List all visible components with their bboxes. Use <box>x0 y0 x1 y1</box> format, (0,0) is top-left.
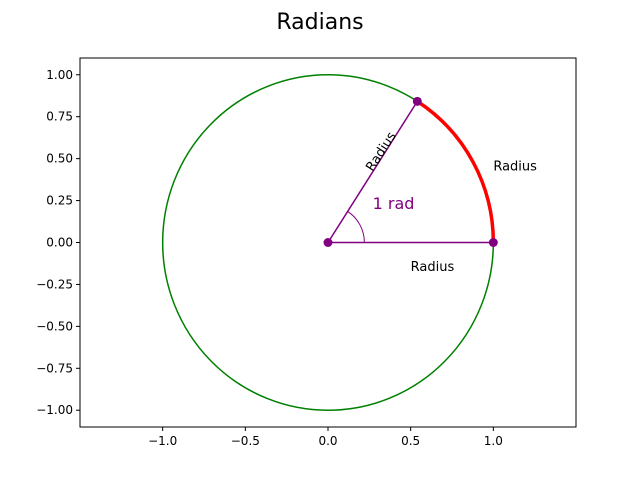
y-tick-label: −1.00 <box>36 403 73 417</box>
y-tick-label: 0.75 <box>46 110 73 124</box>
arc-length-one-radius <box>416 99 496 243</box>
radius-annotation: Radius <box>411 260 455 275</box>
y-tick-label: 0.00 <box>46 236 73 250</box>
chart-title: Radians <box>276 10 363 35</box>
point-3 <box>412 96 422 106</box>
x-tick-label: −1.0 <box>148 434 177 448</box>
y-tick-label: 0.50 <box>46 152 73 166</box>
x-tick-label: 0.0 <box>318 434 337 448</box>
y-tick-label: 0.25 <box>46 194 73 208</box>
x-tick-label: −0.5 <box>231 434 260 448</box>
angle-marker-arc <box>347 211 365 243</box>
point-1 <box>323 238 333 247</box>
y-tick-label: −0.75 <box>36 361 73 375</box>
plot-area: −1.0 −0.5 0.0 0.5 1.0 1.00 0.75 0.50 0.25 0.00 −0.… <box>36 57 577 448</box>
x-tick-label: 1.0 <box>484 434 503 448</box>
y-tick-label: −0.50 <box>36 319 73 333</box>
angle-label: 1 rad <box>373 194 415 213</box>
y-tick-label: 1.00 <box>46 68 73 82</box>
radius-line-2 <box>327 100 418 243</box>
point-2 <box>488 238 498 247</box>
x-tick-label: 0.5 <box>401 434 420 448</box>
y-tick-label: −0.25 <box>36 277 73 291</box>
radius-annotation: Radius <box>493 159 537 174</box>
radius-annotation: Radius <box>363 129 399 174</box>
